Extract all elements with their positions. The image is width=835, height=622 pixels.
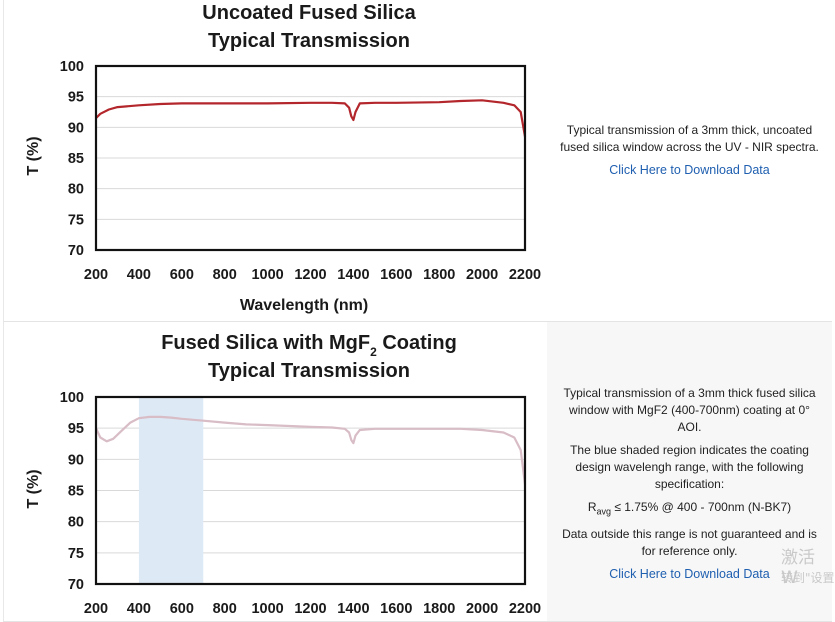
chart-title-line2: Typical Transmission — [208, 360, 410, 382]
description-block: Typical transmission of a 3mm thick fuse… — [557, 385, 822, 583]
description-cell-uncoated: Typical transmission of a 3mm thick, unc… — [547, 0, 832, 321]
series-layer — [95, 99, 527, 137]
y-tick-label: 75 — [68, 212, 84, 228]
title-pre: Fused Silica with MgF — [161, 332, 370, 354]
download-data-link[interactable]: Click Here to Download Data — [609, 567, 770, 582]
x-tick-label: 1200 — [294, 601, 326, 617]
x-tick-label: 1800 — [423, 601, 455, 617]
coating-design-range — [138, 397, 204, 584]
x-tick-label: 400 — [127, 601, 151, 617]
transmission-line — [95, 415, 527, 485]
reference-note: Data outside this range is not guarantee… — [562, 527, 817, 559]
spec-sub: avg — [596, 506, 611, 517]
y-tick-label: 100 — [60, 59, 84, 75]
title-post: Coating — [377, 332, 457, 354]
y-tick-label: 90 — [68, 120, 84, 136]
x-tick-label: 800 — [213, 267, 237, 283]
description-text: Typical transmission of a 3mm thick, unc… — [560, 123, 819, 154]
chart-title-line2: Typical Transmission — [208, 30, 410, 52]
spec-text: ≤ 1.75% @ 400 - 700nm (N-BK7) — [611, 500, 792, 514]
x-tick-label: 2200 — [509, 267, 541, 283]
title-sub: 2 — [370, 345, 377, 359]
chart-title-line1: Fused Silica with MgF2 Coating — [161, 332, 457, 359]
x-tick-label: 1800 — [423, 267, 455, 283]
chart-cell-uncoated: Uncoated Fused Silica Typical Transmissi… — [3, 0, 548, 321]
description-block: Typical transmission of a 3mm thick, unc… — [557, 122, 822, 179]
x-tick-label: 200 — [84, 267, 108, 283]
x-tick-label: 600 — [170, 267, 194, 283]
activation-watermark-line1: 激活 W — [781, 548, 815, 588]
y-tick-label: 95 — [68, 421, 84, 437]
description-text-2: The blue shaded region indicates the coa… — [570, 443, 809, 491]
chart-uncoated: Uncoated Fused Silica Typical Transmissi… — [25, 2, 541, 314]
x-ticks: 200 400 600 800 1000 1200 1400 1600 1800 2000 2200 — [84, 601, 541, 617]
x-tick-label: 1400 — [337, 601, 369, 617]
x-axis-label: Wavelength (nm) — [240, 297, 368, 314]
series-layer — [95, 415, 527, 485]
y-tick-label: 85 — [68, 151, 84, 167]
y-tick-label: 75 — [68, 546, 84, 562]
x-tick-label: 1000 — [251, 601, 283, 617]
grid — [96, 96, 525, 220]
y-tick-label: 90 — [68, 452, 84, 468]
x-tick-label: 1200 — [294, 267, 326, 283]
x-ticks: 200 400 600 800 1000 1200 1400 1600 1800 2000 2200 — [84, 267, 541, 283]
y-tick-label: 80 — [68, 515, 84, 531]
row-uncoated: Uncoated Fused Silica Typical Transmissi… — [3, 0, 832, 322]
plot-border — [94, 395, 527, 586]
y-tick-label: 70 — [68, 577, 84, 593]
coating-spec: Ravg ≤ 1.75% @ 400 - 700nm (N-BK7) — [557, 499, 822, 520]
description-cell-mgf2: Typical transmission of a 3mm thick fuse… — [547, 322, 832, 621]
x-tick-label: 2200 — [509, 601, 541, 617]
x-tick-label: 1400 — [337, 267, 369, 283]
y-tick-label: 100 — [60, 390, 84, 406]
plot-frame — [94, 395, 527, 586]
x-tick-label: 400 — [127, 267, 151, 283]
x-tick-label: 2000 — [466, 601, 498, 617]
y-tick-label: 85 — [68, 484, 84, 500]
chart-title-line1: Uncoated Fused Silica — [202, 2, 416, 24]
y-tick-label: 80 — [68, 182, 84, 198]
y-ticks: 100 95 90 85 80 75 70 — [60, 59, 84, 259]
spec-r: R — [587, 500, 597, 514]
x-tick-label: 600 — [170, 601, 194, 617]
x-tick-label: 2000 — [466, 267, 498, 283]
y-tick-label: 95 — [68, 90, 84, 106]
chart-cell-mgf2: Fused Silica with MgF2 Coating Typical T… — [3, 322, 548, 621]
y-tick-label: 70 — [68, 243, 84, 259]
download-data-link[interactable]: Click Here to Download Data — [609, 163, 770, 177]
description-text-1: Typical transmission of a 3mm thick fuse… — [563, 386, 816, 434]
x-tick-label: 800 — [213, 601, 237, 617]
activation-watermark-line2: 转到"设置 — [781, 571, 835, 585]
x-tick-label: 1000 — [251, 267, 283, 283]
row-mgf2: Fused Silica with MgF2 Coating Typical T… — [3, 322, 832, 622]
transmission-line — [95, 99, 527, 137]
shade-layer — [138, 397, 204, 584]
x-tick-label: 1600 — [380, 267, 412, 283]
y-ticks: 100 95 90 85 80 75 70 — [60, 390, 84, 593]
y-axis-label: T (%) — [25, 136, 42, 175]
y-axis-label: T (%) — [25, 469, 42, 508]
plot-frame — [94, 64, 527, 252]
x-tick-label: 1600 — [380, 601, 412, 617]
plot-border — [94, 64, 527, 252]
chart-mgf2: Fused Silica with MgF2 Coating Typical T… — [25, 332, 541, 617]
x-tick-label: 200 — [84, 601, 108, 617]
